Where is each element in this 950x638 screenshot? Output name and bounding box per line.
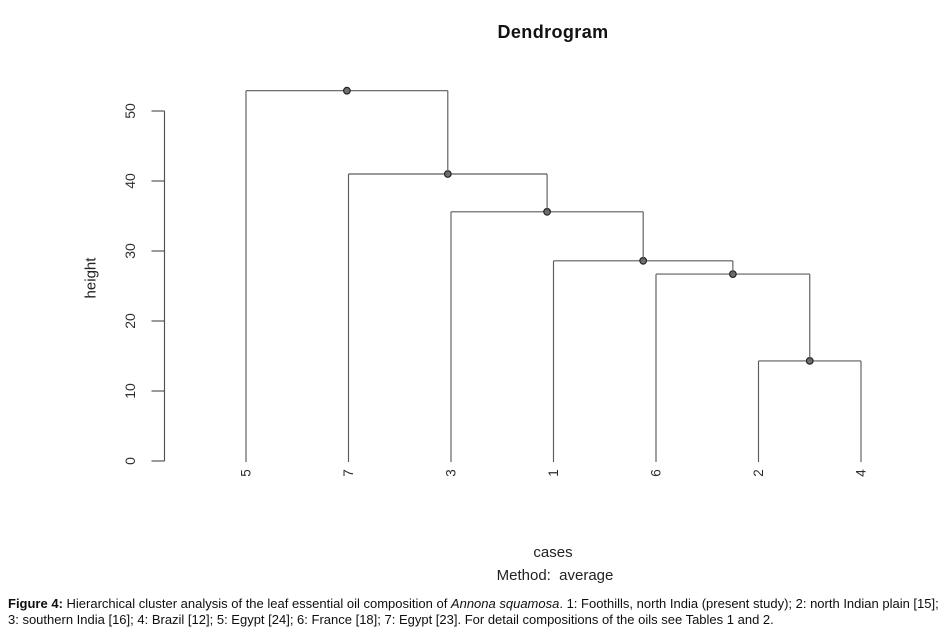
y-tick-label: 0 <box>122 457 138 465</box>
leaf-label-2: 2 <box>751 469 766 477</box>
figure-caption: Figure 4: Hierarchical cluster analysis … <box>8 596 946 627</box>
method-subtitle: Method: average <box>496 567 614 584</box>
dendrogram-plot: 0 10 20 30 40 50 5 7 3 1 6 2 4 <box>122 86 869 477</box>
leaf-label-7: 7 <box>341 469 356 477</box>
y-tick-label: 20 <box>122 313 138 329</box>
leaf-label-5: 5 <box>239 469 254 477</box>
y-tick-label: 40 <box>122 173 138 189</box>
merge-node-marker <box>342 86 351 95</box>
y-tick-label: 30 <box>122 243 138 259</box>
chart-title: Dendrogram <box>497 22 609 42</box>
leaf-label-1: 1 <box>546 469 561 477</box>
y-tick-label: 10 <box>122 383 138 399</box>
caption-species-name: Annona squamosa <box>450 596 560 611</box>
y-tick-label: 50 <box>122 103 138 119</box>
y-axis-label: height <box>82 257 100 299</box>
caption-text-1: Hierarchical cluster analysis of the lea… <box>62 596 451 611</box>
leaf-label-4: 4 <box>854 469 869 477</box>
leaf-label-6: 6 <box>649 469 664 477</box>
x-axis-label: cases <box>533 544 573 561</box>
caption-figure-label: Figure 4: <box>8 596 63 611</box>
leaf-label-3: 3 <box>444 469 459 477</box>
caption-text-2: . 1: Foothills, north India (present stu… <box>8 596 939 627</box>
